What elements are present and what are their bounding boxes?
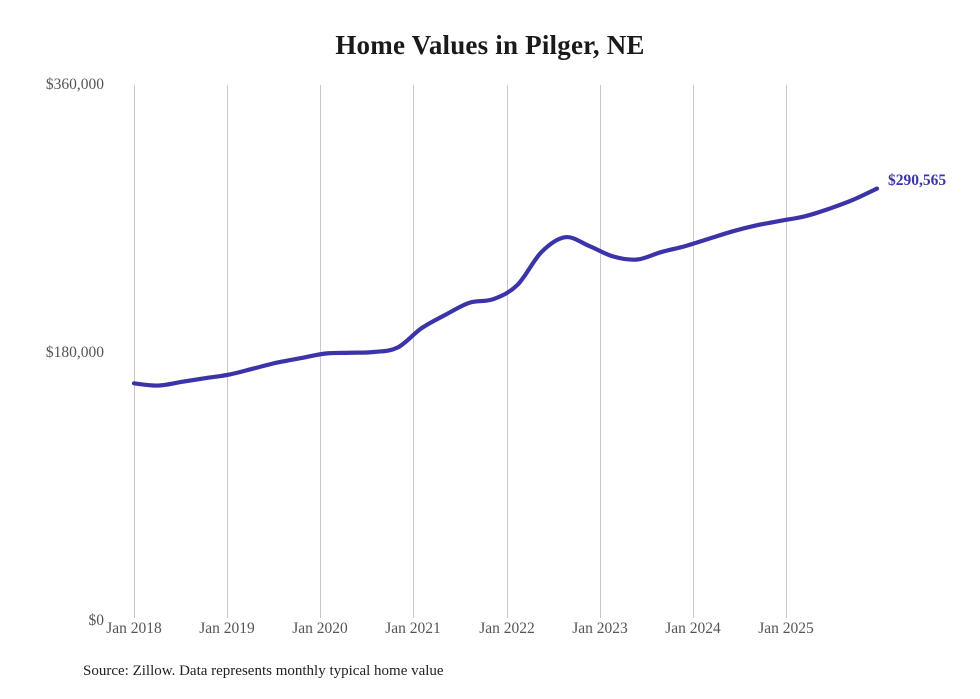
gridline-jan-2022 [507,85,508,618]
gridline-jan-2020 [320,85,321,618]
x-tick-label-jan-2022: Jan 2022 [479,620,535,637]
x-tick-label-jan-2025: Jan 2025 [758,620,814,637]
gridline-jan-2024 [693,85,694,618]
x-tick-label-jan-2019: Jan 2019 [199,620,255,637]
x-tick-label-jan-2024: Jan 2024 [665,620,721,637]
y-tick-label-min: $0 [88,612,105,629]
gridline-jan-2025 [786,85,787,618]
x-tick-label-jan-2020: Jan 2020 [292,620,348,637]
x-tick-label-jan-2023: Jan 2023 [572,620,628,637]
y-tick-label-mid: $180,000 [45,344,104,361]
series-line-typical-home-value [131,186,880,388]
x-tick-label-jan-2018: Jan 2018 [106,620,162,637]
x-tick-label-jan-2021: Jan 2021 [385,620,441,637]
y-axis: $360,000 $180,000 $0 [0,0,104,699]
gridline-jan-2018 [134,85,135,618]
source-note: Source: Zillow. Data represents monthly … [83,663,444,679]
end-value-annotation: $290,565 [888,172,947,189]
gridline-jan-2023 [600,85,601,618]
gridline-jan-2019 [227,85,228,618]
y-tick-label-max: $360,000 [45,76,104,93]
gridline-jan-2021 [413,85,414,618]
page-title: Home Values in Pilger, NE [335,30,645,60]
